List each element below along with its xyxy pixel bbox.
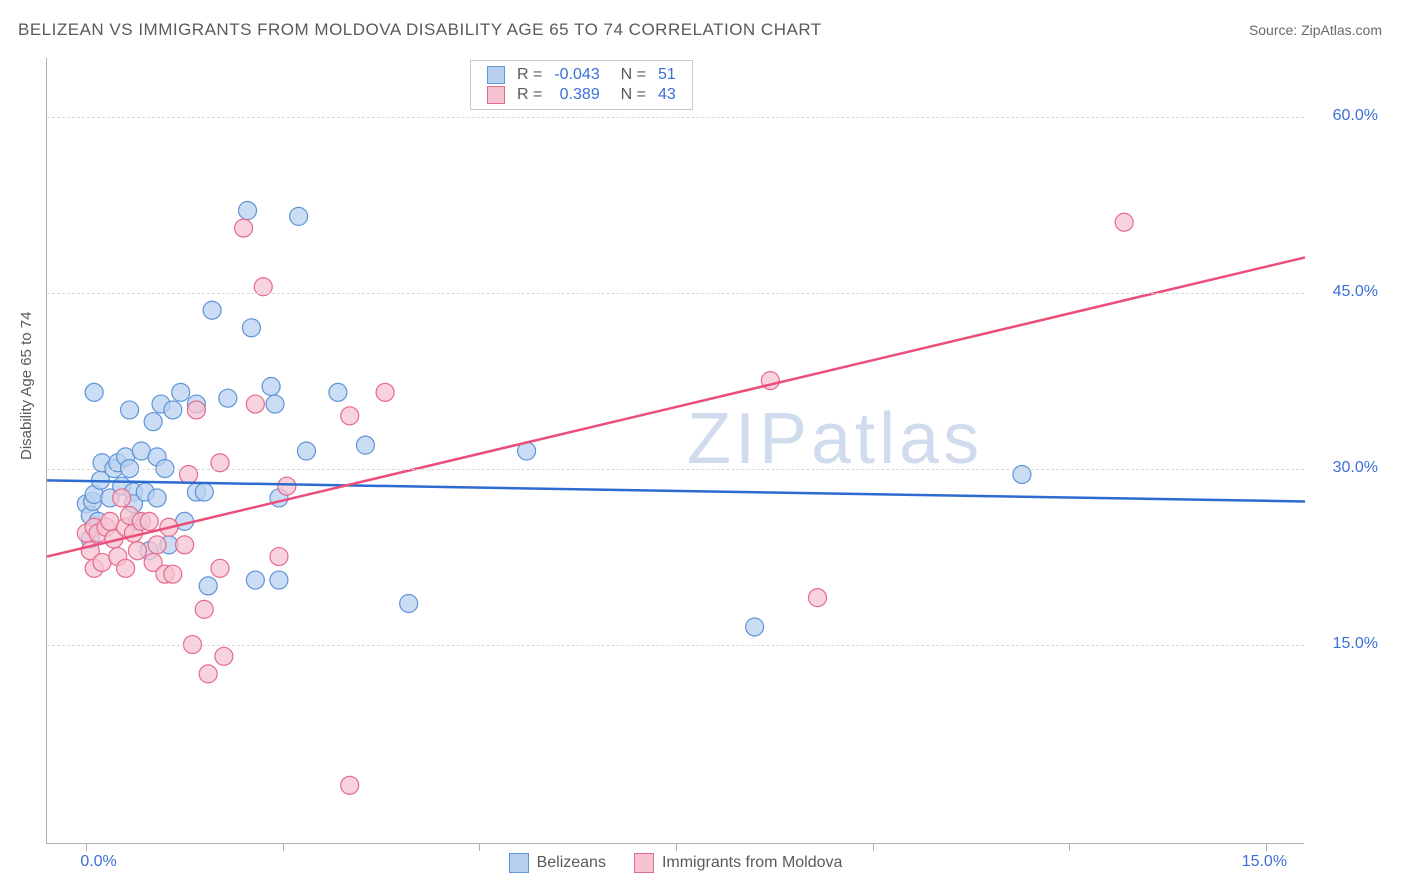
data-point xyxy=(113,489,131,507)
legend-r-label: R = xyxy=(511,85,548,105)
data-point xyxy=(238,202,256,220)
legend-series-name: Immigrants from Moldova xyxy=(662,854,843,872)
legend-r-value: 0.389 xyxy=(548,85,605,105)
y-axis-label: Disability Age 65 to 74 xyxy=(18,312,35,460)
data-point xyxy=(400,595,418,613)
legend-swatch xyxy=(487,86,505,104)
data-point xyxy=(809,589,827,607)
series-legend: Belizeans Immigrants from Moldova xyxy=(47,853,1304,873)
data-point xyxy=(242,319,260,337)
x-tick-label: 15.0% xyxy=(1242,853,1287,871)
x-tick xyxy=(479,843,480,851)
x-tick xyxy=(1069,843,1070,851)
correlation-table: R =-0.043 N =51R =0.389 N =43 xyxy=(481,65,682,105)
y-tick-label: 15.0% xyxy=(1333,635,1378,653)
data-point xyxy=(266,395,284,413)
legend-n-label: N = xyxy=(606,85,652,105)
data-point xyxy=(199,577,217,595)
data-point xyxy=(246,571,264,589)
data-point xyxy=(270,571,288,589)
x-tick xyxy=(676,843,677,851)
data-point xyxy=(211,559,229,577)
data-point xyxy=(199,665,217,683)
data-point xyxy=(195,600,213,618)
data-point xyxy=(128,542,146,560)
legend-swatch xyxy=(509,853,529,873)
data-point xyxy=(176,536,194,554)
legend-n-value: 51 xyxy=(652,65,682,85)
correlation-legend: R =-0.043 N =51R =0.389 N =43 xyxy=(470,60,693,110)
data-point xyxy=(246,395,264,413)
legend-n-label: N = xyxy=(606,65,652,85)
data-point xyxy=(195,483,213,501)
data-point xyxy=(203,301,221,319)
title-row: BELIZEAN VS IMMIGRANTS FROM MOLDOVA DISA… xyxy=(0,0,1406,50)
legend-n-value: 43 xyxy=(652,85,682,105)
data-point xyxy=(219,389,237,407)
legend-row: R =0.389 N =43 xyxy=(481,85,682,105)
data-point xyxy=(215,647,233,665)
x-tick-label: 0.0% xyxy=(80,853,116,871)
x-tick xyxy=(86,843,87,851)
data-point xyxy=(1115,213,1133,231)
x-tick xyxy=(873,843,874,851)
data-point xyxy=(341,776,359,794)
chart-area: ZIPatlas R =-0.043 N =51R =0.389 N =43 B… xyxy=(46,58,1304,844)
data-point xyxy=(148,536,166,554)
legend-r-value: -0.043 xyxy=(548,65,605,85)
data-point xyxy=(746,618,764,636)
data-point xyxy=(235,219,253,237)
data-point xyxy=(172,383,190,401)
legend-row: R =-0.043 N =51 xyxy=(481,65,682,85)
data-point xyxy=(278,477,296,495)
data-point xyxy=(376,383,394,401)
data-point xyxy=(329,383,347,401)
data-point xyxy=(144,413,162,431)
y-tick-label: 60.0% xyxy=(1333,107,1378,125)
x-tick xyxy=(283,843,284,851)
data-point xyxy=(270,548,288,566)
data-point xyxy=(164,401,182,419)
y-tick-label: 30.0% xyxy=(1333,459,1378,477)
chart-title: BELIZEAN VS IMMIGRANTS FROM MOLDOVA DISA… xyxy=(18,20,822,40)
data-point xyxy=(187,401,205,419)
x-tick xyxy=(1266,843,1267,851)
gridline-h xyxy=(47,645,1304,646)
source-attribution: Source: ZipAtlas.com xyxy=(1249,22,1382,38)
data-point xyxy=(121,401,139,419)
gridline-h xyxy=(47,117,1304,118)
trend-line xyxy=(47,480,1305,501)
legend-item: Belizeans xyxy=(509,853,606,873)
legend-item: Immigrants from Moldova xyxy=(634,853,843,873)
y-tick-label: 45.0% xyxy=(1333,283,1378,301)
gridline-h xyxy=(47,293,1304,294)
data-point xyxy=(148,489,166,507)
data-point xyxy=(117,559,135,577)
legend-swatch xyxy=(487,66,505,84)
data-point xyxy=(164,565,182,583)
data-point xyxy=(297,442,315,460)
data-point xyxy=(140,512,158,530)
data-point xyxy=(290,207,308,225)
legend-swatch xyxy=(634,853,654,873)
plot-svg xyxy=(47,58,1304,843)
legend-r-label: R = xyxy=(511,65,548,85)
data-point xyxy=(85,383,103,401)
gridline-h xyxy=(47,469,1304,470)
data-point xyxy=(356,436,374,454)
data-point xyxy=(341,407,359,425)
legend-series-name: Belizeans xyxy=(537,854,606,872)
trend-line xyxy=(47,257,1305,556)
data-point xyxy=(262,377,280,395)
